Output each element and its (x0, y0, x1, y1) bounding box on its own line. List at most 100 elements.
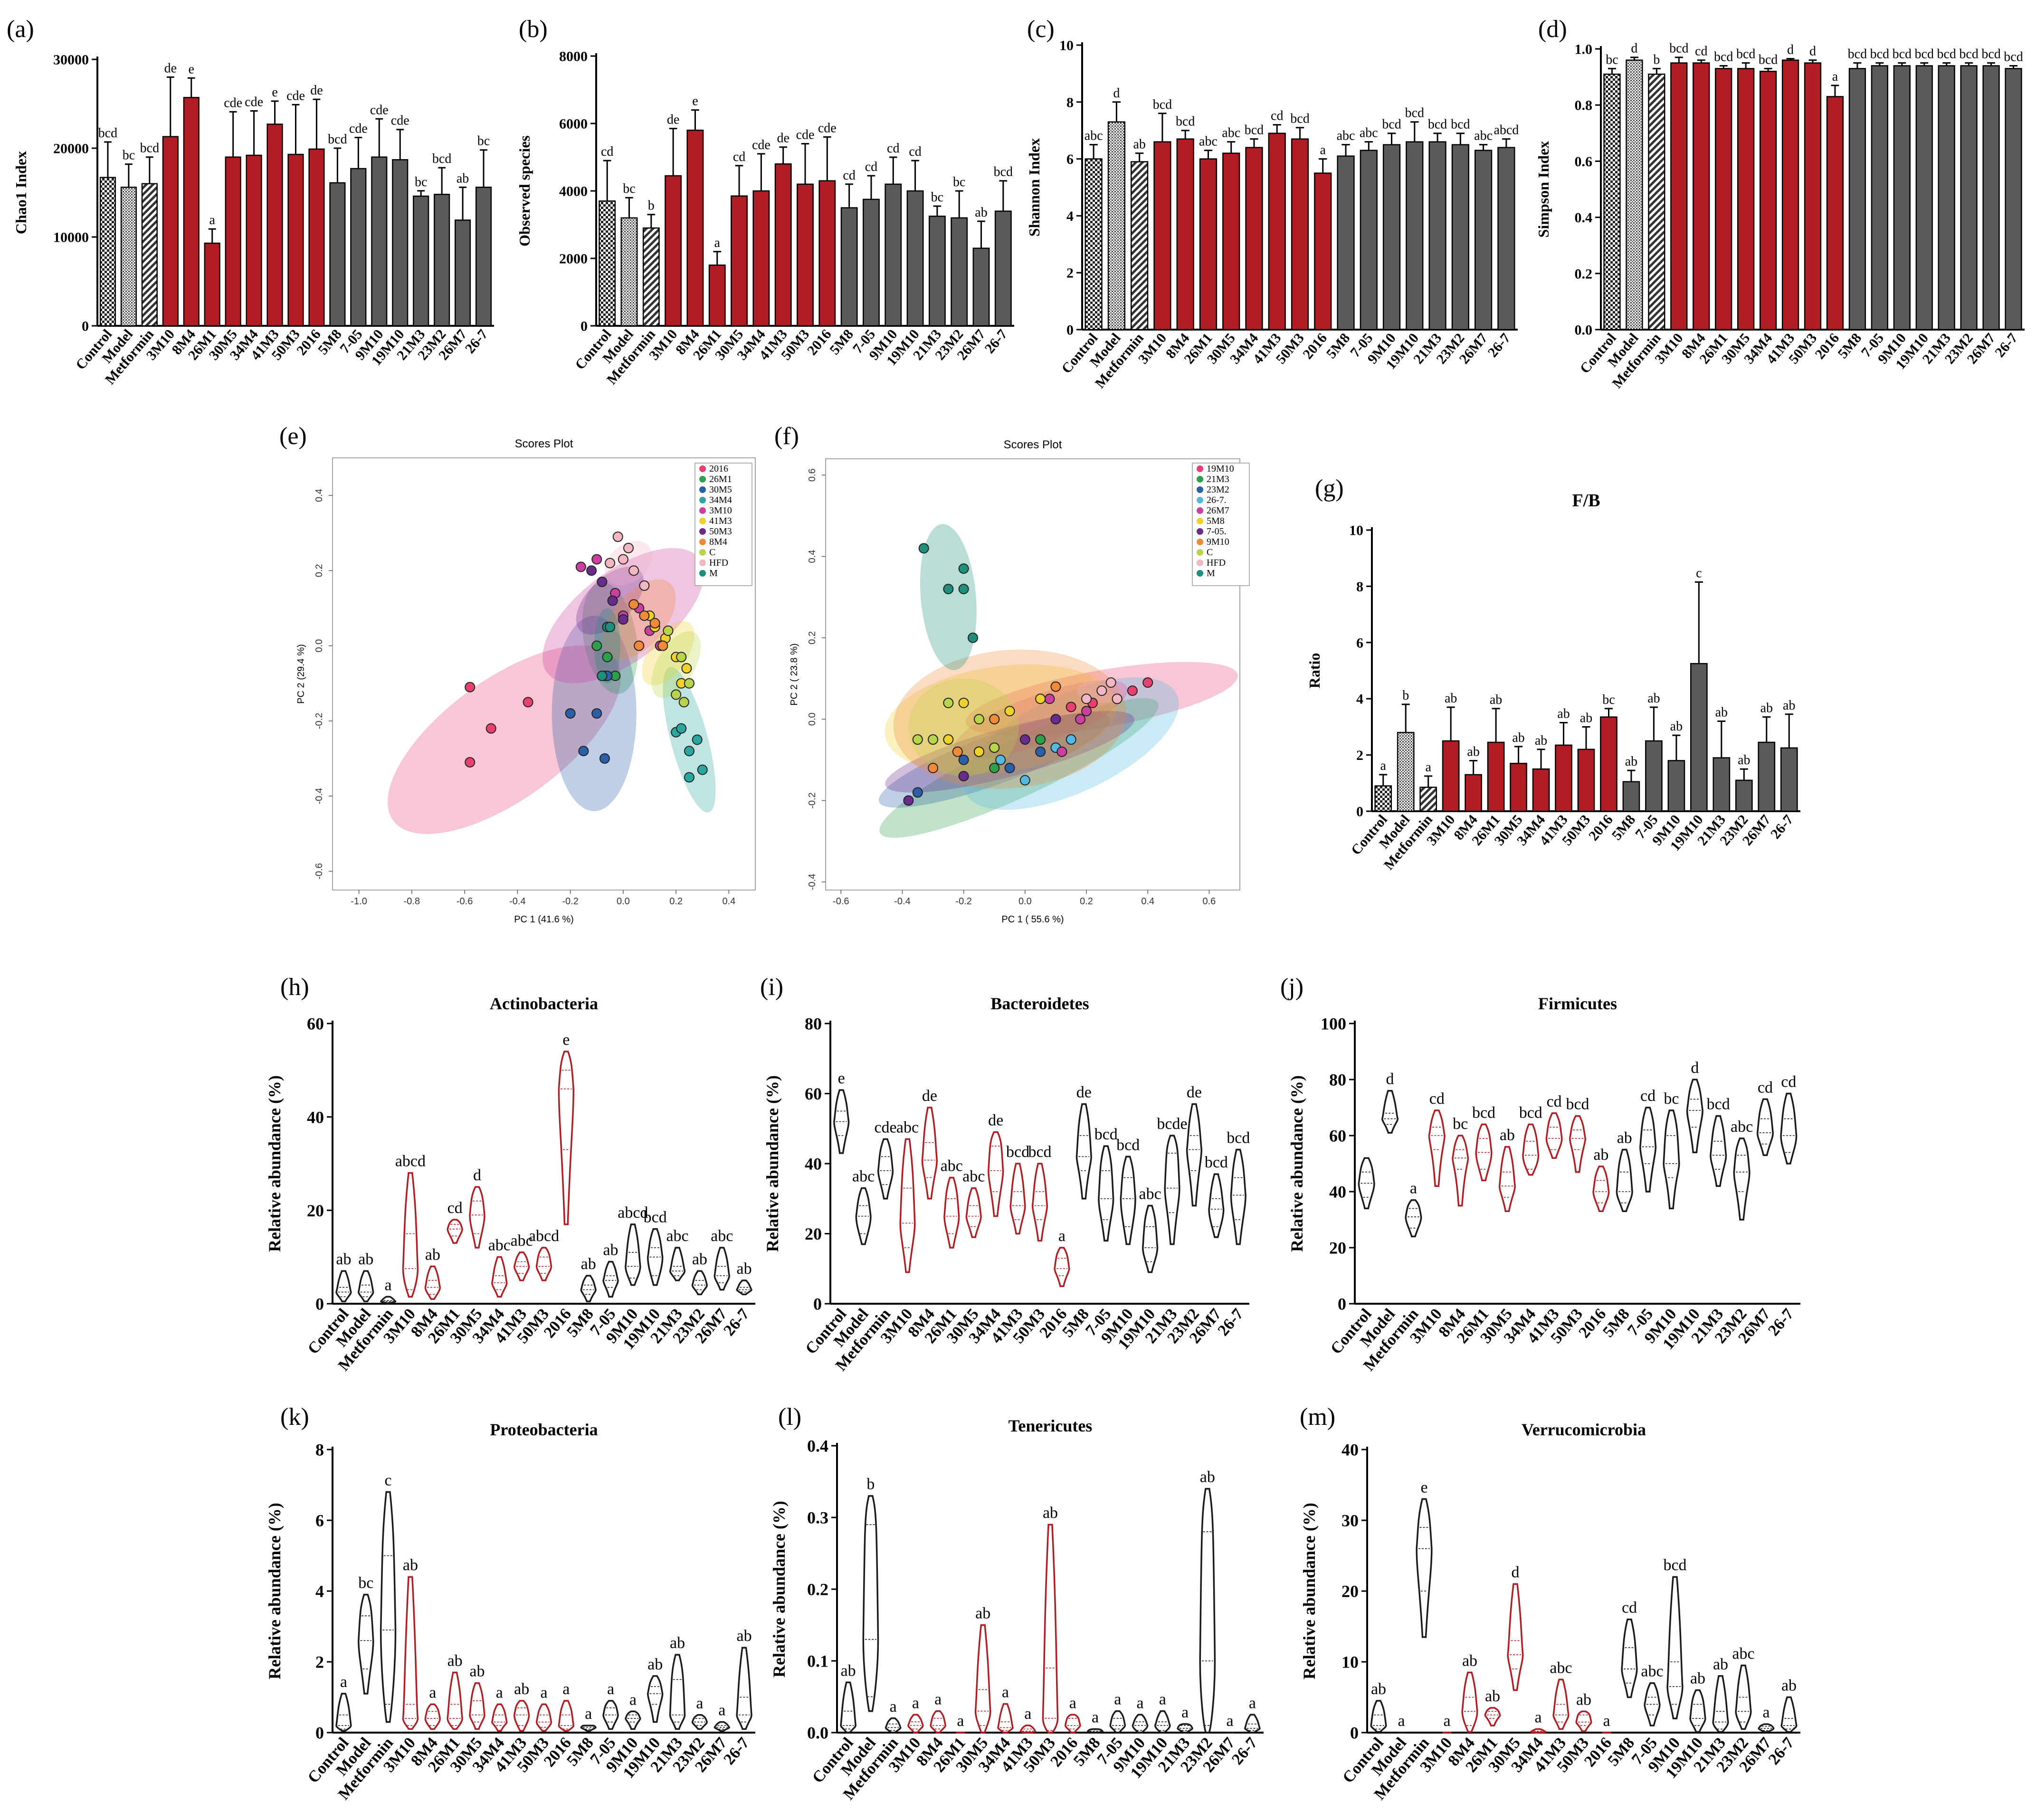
g-sig-letter: ab (1467, 744, 1479, 759)
d-x-tick-label: 2016 (1812, 330, 1842, 362)
l-sig-letter: a (1249, 1694, 1256, 1712)
d-sig-letter: bc (1606, 52, 1618, 67)
i-sig-letter: abc (852, 1168, 875, 1185)
e-legend-swatch (699, 486, 706, 493)
chart-title-k: Proteobacteria (490, 1420, 598, 1439)
i-violin-26-7 (1230, 1148, 1246, 1245)
m-y-tick-label: 10 (1341, 1653, 1359, 1672)
g-sig-letter: a (1380, 758, 1387, 773)
c-sig-letter: abc (1337, 129, 1355, 143)
j-sig-letter: bcd (1519, 1104, 1542, 1121)
f-legend-swatch (1197, 465, 1203, 472)
f-legend-swatch (1197, 528, 1203, 535)
k-sig-letter: a (540, 1684, 547, 1701)
k-sig-letter: a (429, 1684, 436, 1701)
e-point-30M5 (578, 746, 589, 757)
d-bar-Control (1603, 73, 1621, 331)
a-sig-letter: ab (457, 171, 469, 186)
j-violin-Model (1381, 1090, 1399, 1134)
g-bar-26M1 (1487, 741, 1505, 812)
f-ellipse-19M10 (965, 662, 1238, 736)
e-point-8M4 (649, 618, 660, 629)
l-violin-50M3 (1042, 1524, 1059, 1734)
a-sig-letter: cde (224, 95, 242, 110)
e-y-tick-label: -0.2 (314, 713, 324, 729)
m-sig-letter: abc (1732, 1645, 1754, 1662)
e-legend-swatch (699, 549, 706, 556)
m-violin-26-7 (1780, 1696, 1798, 1733)
g-sig-letter: ab (1445, 691, 1457, 706)
j-violin-Metformin (1405, 1199, 1422, 1238)
b-bar-5M8 (840, 207, 858, 327)
e-point-HFD (639, 580, 650, 591)
j-sig-letter: cd (1547, 1093, 1562, 1110)
a-bar-26-7 (475, 187, 492, 327)
g-bar-21M3 (1713, 757, 1731, 812)
g-sig-letter: c (1696, 566, 1702, 581)
l-violin-Model (862, 1495, 879, 1712)
h-violin-3M10 (402, 1172, 419, 1298)
c-bar-19M10 (1406, 141, 1424, 331)
h-sig-letter: ab (358, 1251, 373, 1268)
h-sig-letter: a (385, 1276, 392, 1294)
m-violin-8M4 (1461, 1671, 1478, 1733)
i-y-tick-label: 40 (805, 1155, 822, 1174)
e-y-tick-label: -0.4 (314, 788, 324, 804)
k-sig-letter: a (718, 1702, 725, 1719)
j-y-tick-label: 80 (1329, 1071, 1346, 1090)
c-sig-letter: cd (1271, 109, 1283, 123)
l-sig-letter: a (1024, 1705, 1031, 1723)
g-sig-letter: ab (1625, 754, 1637, 769)
m-violin-30M5 (1507, 1583, 1524, 1691)
e-plot-inner (388, 531, 716, 834)
g-sig-letter: ab (1760, 701, 1773, 716)
d-bar-21M3 (1938, 65, 1955, 331)
c-sig-letter: abc (1360, 126, 1378, 141)
f-x-tick-label: -0.4 (894, 896, 910, 907)
g-bar-41M3 (1555, 744, 1572, 812)
chart-title-f: Scores Plot (1004, 438, 1062, 451)
i-sig-letter: abc (941, 1157, 963, 1175)
k-violin-23M2 (691, 1714, 708, 1730)
f-legend-item: 7-05. (1207, 526, 1227, 537)
m-sig-letter: a (1443, 1712, 1450, 1730)
f-point-26-7. (1019, 775, 1030, 786)
d-bar-26-7 (2005, 68, 2022, 331)
b-sig-letter: cd (865, 160, 877, 174)
e-legend-swatch (699, 570, 706, 577)
j-violin-7-05 (1639, 1107, 1657, 1193)
m-sig-letter: a (1398, 1712, 1405, 1730)
y-axis-label-f: PC 2 ( 23.8 %) (789, 643, 799, 705)
g-bar-Control (1374, 785, 1392, 812)
g-sig-letter: ab (1557, 707, 1570, 721)
k-violin-Control (335, 1693, 352, 1732)
k-violin-30M5 (469, 1682, 485, 1730)
panel-l: (l) Tenericutes 0.0 0.1 0.2 0.3 0.4 Relative ab… (770, 1403, 1264, 1803)
c-bar-26M7 (1474, 150, 1493, 331)
f-point-HFD (1105, 677, 1116, 688)
m-sig-letter: ab (1462, 1652, 1477, 1669)
panel-m: (m) Verrucomicrobia 0 10 20 30 40 Relative abun… (1300, 1403, 1800, 1803)
m-y-tick-label: 20 (1341, 1582, 1359, 1601)
d-sig-letter: bcd (1870, 47, 1889, 62)
b-bar-2016 (818, 180, 836, 327)
f-point-5M8 (1004, 706, 1015, 717)
h-violin-26M1 (447, 1219, 463, 1244)
k-sig-letter: a (496, 1684, 503, 1701)
g-bar-7-05 (1645, 740, 1663, 812)
f-legend-swatch (1197, 507, 1203, 514)
l-sig-letter: a (1002, 1684, 1009, 1701)
e-x-tick-label: -0.6 (457, 896, 473, 907)
h-violin-23M2 (691, 1270, 708, 1296)
e-point-HFD (623, 542, 634, 553)
k-violin-5M8 (580, 1725, 597, 1732)
b-sig-letter: de (777, 131, 789, 146)
c-bar-3M10 (1153, 141, 1171, 331)
e-point-8M4 (639, 610, 650, 621)
f-point-M (968, 632, 979, 643)
g-sig-letter: ab (1670, 719, 1683, 734)
m-violin-Control (1370, 1700, 1387, 1733)
l-y-tick-label: 0.3 (807, 1508, 828, 1527)
e-point-HFD (628, 565, 639, 576)
